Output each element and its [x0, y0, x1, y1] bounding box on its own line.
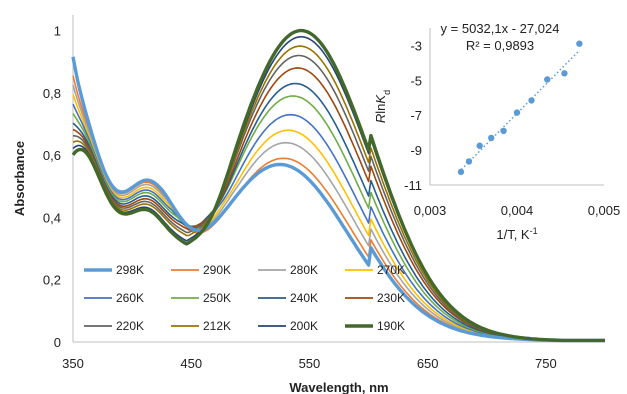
legend-label-200K: 200K — [290, 319, 318, 333]
main-chart-legend: 298K 290K 280K 270K 260K 250K 240K 230K 220K 212K… — [84, 263, 405, 333]
legend-label-190K: 190K — [377, 319, 405, 333]
main-y-tick-label: 0 — [54, 335, 61, 350]
inset-trendline — [460, 49, 581, 171]
inset-x-tick-label: 0,003 — [414, 203, 447, 218]
inset-x-axis-title: 1/T, K-1 — [496, 226, 537, 242]
legend-label-260K: 260K — [116, 291, 144, 305]
inset-x-tick-label: 0,004 — [501, 203, 534, 218]
inset-data-point — [500, 127, 507, 135]
main-x-tick-label: 650 — [417, 356, 439, 371]
inset-y-tick-label: -9 — [410, 143, 422, 158]
inset-data-point — [528, 97, 535, 104]
legend-label-270K: 270K — [377, 263, 405, 277]
inset-chart-axes: -3 -5 -7 -9 -11 0,003 0,004 0,005 1/T, K-1 RlnKd — [373, 28, 620, 242]
main-y-tick-label: 0,4 — [43, 210, 61, 225]
inset-data-point — [561, 70, 568, 77]
legend-label-220K: 220K — [116, 319, 144, 333]
inset-equation-label: y = 5032,1x - 27,024 — [441, 21, 560, 36]
main-y-tick-label: 0,8 — [43, 86, 61, 101]
main-y-tick-label: 1 — [54, 24, 61, 39]
inset-y-tick-label: -11 — [404, 178, 422, 193]
inset-y-tick-label: -5 — [410, 73, 422, 88]
inset-data-point — [488, 134, 495, 142]
main-y-tick-label: 0,2 — [43, 273, 61, 288]
main-y-tick-label: 0,6 — [43, 148, 61, 163]
main-x-tick-label: 750 — [535, 356, 557, 371]
inset-data-point — [457, 168, 465, 176]
inset-y-axis-title: RlnKd — [373, 90, 392, 123]
inset-chart-points — [457, 40, 583, 176]
main-x-axis-title: Wavelength, nm — [289, 380, 388, 394]
legend-label-240K: 240K — [290, 291, 318, 305]
main-chart-axes: 0 0,2 0,4 0,6 0,8 1 350 450 550 650 750 Absorbance W… — [12, 15, 605, 394]
legend-label-280K: 280K — [290, 263, 318, 277]
inset-data-point — [476, 142, 483, 149]
inset-data-point — [544, 76, 551, 83]
legend-label-212K: 212K — [203, 319, 231, 333]
inset-data-point — [465, 158, 473, 165]
legend-label-250K: 250K — [203, 291, 231, 305]
series-line-190K — [71, 28, 605, 343]
inset-y-tick-label: -3 — [410, 38, 422, 53]
inset-x-tick-label: 0,005 — [588, 203, 621, 218]
inset-r-squared-label: R² = 0,9893 — [466, 38, 534, 53]
main-x-tick-label: 350 — [62, 356, 84, 371]
legend-label-290K: 290K — [203, 263, 231, 277]
main-chart-lines — [71, 28, 605, 343]
main-x-tick-label: 450 — [180, 356, 202, 371]
inset-data-point — [576, 40, 583, 47]
legend-label-230K: 230K — [377, 291, 405, 305]
main-x-tick-label: 550 — [299, 356, 321, 371]
inset-y-tick-label: -7 — [410, 108, 422, 123]
legend-label-298K: 298K — [116, 263, 144, 277]
main-y-axis-title: Absorbance — [12, 141, 27, 216]
series-line-298K — [71, 56, 605, 343]
inset-data-point — [513, 109, 521, 116]
